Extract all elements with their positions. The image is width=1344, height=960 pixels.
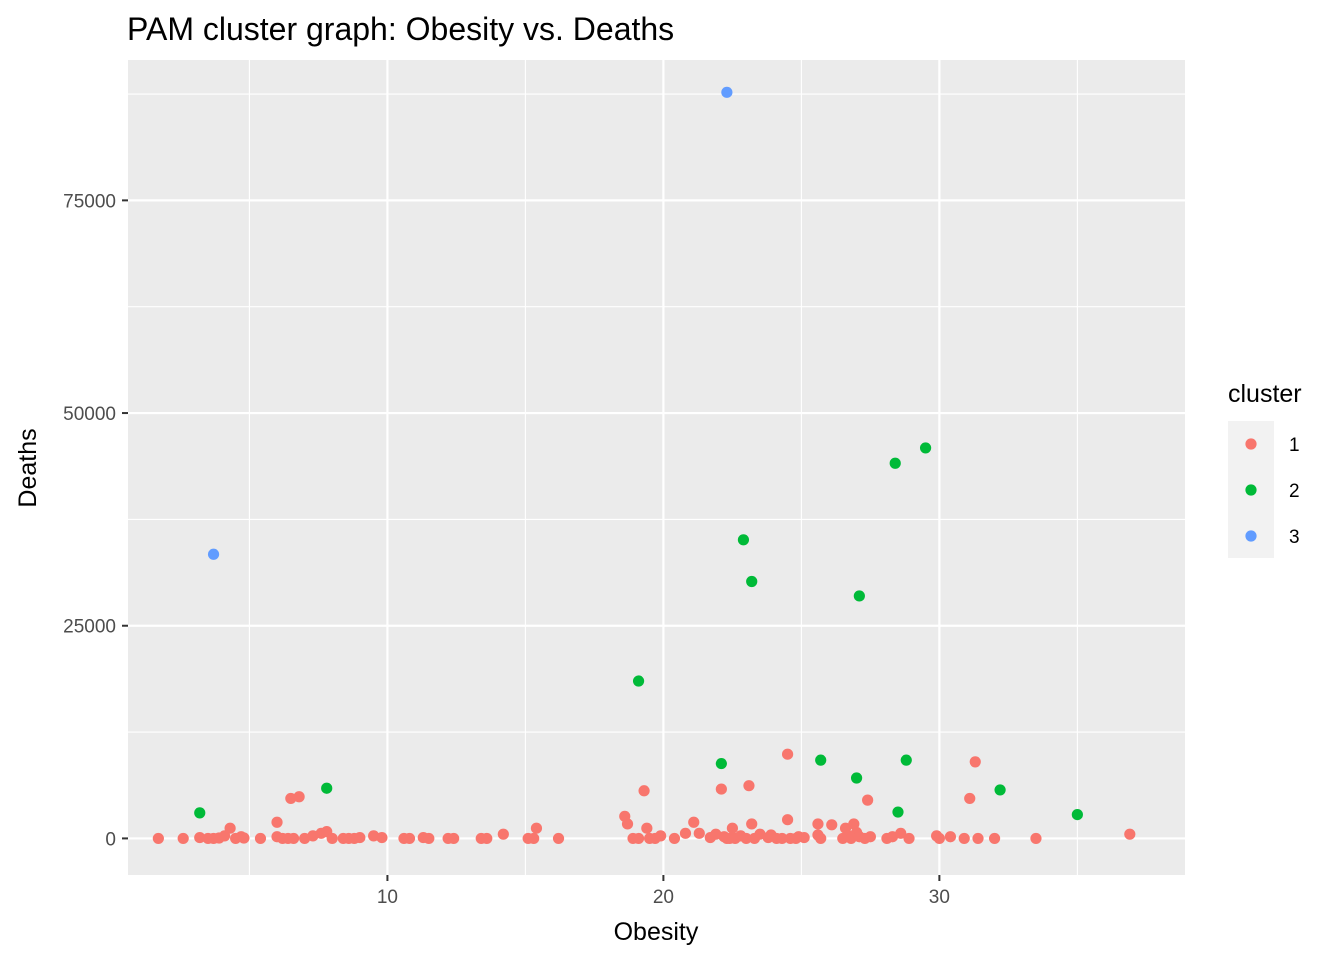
legend-label-cluster-3: 3	[1289, 527, 1300, 548]
data-point-cluster-1	[826, 819, 838, 831]
data-point-cluster-1	[933, 832, 945, 845]
data-point-cluster-2	[892, 806, 904, 818]
data-point-cluster-1	[944, 831, 957, 843]
data-point-cluster-1	[423, 832, 435, 845]
legend-title: cluster	[1228, 380, 1302, 408]
data-points	[152, 86, 1136, 845]
data-point-cluster-1	[530, 822, 543, 834]
legend-swatch-cluster-2	[1245, 484, 1257, 496]
data-point-cluster-1	[326, 832, 338, 845]
x-axis-title: Obesity	[614, 918, 699, 946]
data-point-cluster-1	[798, 831, 810, 844]
data-point-cluster-2	[715, 757, 727, 770]
y-tick-label: 75000	[63, 191, 116, 212]
data-point-cluster-1	[621, 818, 634, 830]
data-point-cluster-2	[850, 772, 863, 784]
data-point-cluster-1	[988, 832, 1001, 845]
data-point-cluster-2	[900, 754, 912, 766]
data-point-cluster-1	[781, 814, 794, 826]
data-point-cluster-1	[969, 756, 981, 768]
data-point-cluster-1	[715, 783, 727, 795]
y-axis: 0 25000 50000 75000	[63, 191, 128, 850]
data-point-cluster-1	[293, 791, 305, 803]
data-point-cluster-1	[177, 832, 189, 845]
data-point-cluster-1	[776, 832, 788, 845]
minor-gridlines	[128, 60, 1185, 875]
data-point-cluster-1	[271, 816, 283, 828]
y-tick-label: 50000	[63, 404, 116, 425]
data-point-cluster-2	[1071, 808, 1083, 821]
data-point-cluster-1	[403, 832, 416, 845]
y-tick-label: 0	[105, 829, 116, 850]
data-point-cluster-1	[638, 785, 650, 797]
data-point-cluster-1	[552, 832, 565, 845]
legend-swatch-cluster-1	[1245, 438, 1257, 450]
data-point-cluster-1	[194, 831, 206, 844]
data-point-cluster-1	[972, 832, 984, 845]
data-point-cluster-1	[688, 816, 700, 828]
data-point-cluster-1	[781, 748, 794, 760]
data-point-cluster-1	[354, 831, 366, 844]
data-point-cluster-1	[481, 832, 493, 845]
data-point-cluster-2	[632, 675, 645, 687]
data-point-cluster-1	[1030, 832, 1042, 845]
data-point-cluster-1	[528, 832, 540, 845]
legend-swatch-cluster-3	[1245, 530, 1257, 542]
data-point-cluster-1	[376, 831, 388, 844]
chart-title: PAM cluster graph: Obesity vs. Deaths	[127, 11, 674, 47]
data-point-cluster-2	[994, 784, 1006, 796]
data-point-cluster-1	[746, 818, 758, 830]
data-point-cluster-1	[152, 832, 164, 845]
data-point-cluster-3	[207, 548, 220, 560]
data-point-cluster-1	[448, 832, 460, 845]
data-point-cluster-1	[903, 832, 915, 845]
data-point-cluster-1	[895, 827, 907, 839]
data-point-cluster-1	[679, 827, 692, 839]
data-point-cluster-1	[254, 832, 267, 845]
data-point-cluster-1	[641, 822, 653, 834]
data-point-cluster-1	[497, 828, 509, 840]
data-point-cluster-1	[848, 818, 860, 830]
data-point-cluster-2	[737, 534, 750, 546]
data-point-cluster-2	[321, 782, 333, 794]
data-point-cluster-1	[740, 832, 752, 845]
data-point-cluster-2	[194, 807, 206, 819]
data-point-cluster-2	[746, 575, 758, 588]
plot-panel	[128, 60, 1185, 875]
data-point-cluster-1	[224, 822, 236, 834]
data-point-cluster-1	[726, 822, 738, 834]
data-point-cluster-2	[853, 590, 865, 602]
data-point-cluster-2	[889, 457, 901, 469]
data-point-cluster-1	[862, 794, 874, 806]
data-point-cluster-1	[812, 818, 824, 830]
data-point-cluster-1	[815, 832, 827, 845]
data-point-cluster-3	[721, 86, 733, 98]
x-tick-label: 20	[653, 887, 674, 908]
data-point-cluster-1	[238, 832, 250, 844]
legend-label-cluster-1: 1	[1289, 435, 1300, 456]
data-point-cluster-1	[668, 832, 681, 845]
y-tick-label: 25000	[63, 617, 116, 638]
data-point-cluster-1	[743, 780, 755, 792]
data-point-cluster-2	[919, 442, 932, 454]
data-point-cluster-1	[964, 792, 976, 805]
legend-label-cluster-2: 2	[1289, 481, 1300, 502]
legend-entries: 1 2 3	[1245, 435, 1300, 548]
x-tick-label: 10	[377, 887, 398, 908]
x-axis: 10 20 30	[377, 875, 950, 908]
legend: cluster 1 2 3	[1228, 380, 1302, 558]
data-point-cluster-1	[693, 827, 705, 839]
data-point-cluster-1	[958, 832, 970, 845]
data-point-cluster-1	[287, 832, 300, 845]
data-point-cluster-1	[864, 831, 876, 843]
x-tick-label: 30	[929, 887, 950, 908]
data-point-cluster-1	[1124, 828, 1136, 840]
data-point-cluster-1	[632, 832, 645, 845]
data-point-cluster-2	[815, 754, 827, 766]
data-point-cluster-1	[655, 830, 667, 842]
y-axis-title: Deaths	[14, 428, 42, 507]
